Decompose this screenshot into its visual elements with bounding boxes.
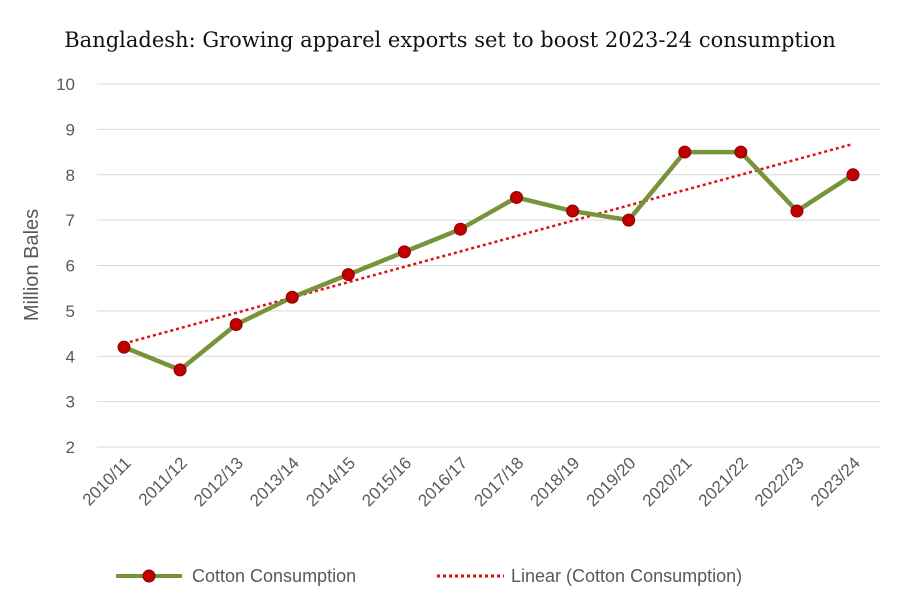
- x-tick-label: 2015/16: [358, 453, 415, 510]
- y-tick-label: 4: [66, 347, 75, 366]
- legend: Cotton Consumption Linear (Cotton Consum…: [116, 566, 742, 586]
- series-layer: [117, 145, 860, 377]
- data-point: [510, 190, 524, 204]
- data-point: [566, 204, 580, 218]
- x-tick-label: 2021/22: [695, 453, 752, 510]
- x-tick-label: 2013/14: [246, 453, 303, 510]
- data-point: [341, 268, 355, 282]
- legend-marker-cotton-consumption: [142, 569, 156, 583]
- data-point: [229, 317, 243, 331]
- data-point: [397, 245, 411, 259]
- chart-title: Bangladesh: Growing apparel exports set …: [64, 28, 836, 52]
- y-tick-label: 2: [66, 438, 75, 457]
- y-tick-label: 5: [66, 302, 75, 321]
- data-point: [678, 145, 692, 159]
- x-tick-label: 2012/13: [190, 453, 247, 510]
- data-point: [846, 168, 860, 182]
- x-tick-label: 2017/18: [470, 453, 527, 510]
- x-tick-label: 2010/11: [79, 453, 135, 509]
- x-axis-ticks: 2010/11 2011/12 2012/13 2013/14 2014/15 2015/…: [79, 453, 864, 510]
- y-tick-label: 10: [56, 75, 75, 94]
- data-point: [285, 290, 299, 304]
- x-tick-label: 2023/24: [807, 453, 864, 510]
- y-axis-ticks: 2 3 4 5 6 7 8 9 10: [56, 75, 75, 457]
- x-tick-label: 2020/21: [639, 453, 696, 510]
- data-point: [453, 222, 467, 236]
- x-tick-label: 2019/20: [583, 453, 640, 510]
- y-tick-label: 3: [66, 393, 75, 412]
- x-tick-label: 2018/19: [527, 453, 584, 510]
- legend-label-trendline: Linear (Cotton Consumption): [511, 566, 742, 586]
- x-tick-label: 2016/17: [414, 453, 471, 510]
- y-tick-label: 7: [66, 211, 75, 230]
- y-axis-title: Million Bales: [21, 209, 43, 321]
- data-point: [734, 145, 748, 159]
- x-tick-label: 2022/23: [751, 453, 808, 510]
- data-point: [790, 204, 804, 218]
- y-tick-label: 8: [66, 166, 75, 185]
- legend-label-cotton-consumption: Cotton Consumption: [192, 566, 356, 586]
- x-tick-label: 2011/12: [135, 453, 191, 509]
- series-line-cotton-consumption: [123, 149, 855, 373]
- y-tick-label: 6: [66, 257, 75, 276]
- trendline: [123, 142, 854, 345]
- x-tick-label: 2014/15: [302, 453, 359, 510]
- trendline-layer: [123, 142, 854, 345]
- gridlines: [97, 83, 880, 448]
- y-tick-label: 9: [66, 120, 75, 139]
- data-point: [117, 340, 131, 354]
- data-point: [622, 213, 636, 227]
- data-point: [173, 363, 187, 377]
